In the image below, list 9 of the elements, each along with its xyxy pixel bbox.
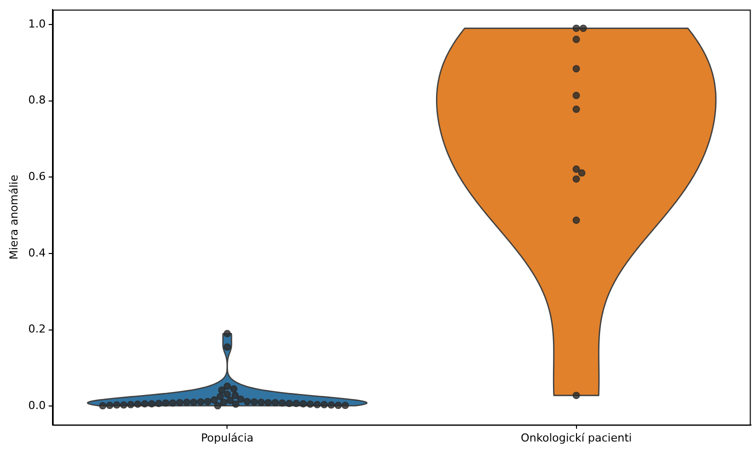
y-tick-label: 0.2 (28, 322, 46, 336)
y-tick-label: 0.4 (28, 246, 46, 260)
y-axis-title: Miera anomálie (7, 174, 20, 260)
y-tick-label: 0.6 (28, 170, 46, 183)
y-tick-label: 1.0 (28, 17, 46, 30)
y-tick-label: 0.8 (28, 94, 46, 107)
x-tick-label: Onkologickí pacienti (520, 431, 632, 444)
x-tick-label: Populácia (200, 431, 254, 444)
y-tick-label: 0.0 (28, 398, 46, 412)
